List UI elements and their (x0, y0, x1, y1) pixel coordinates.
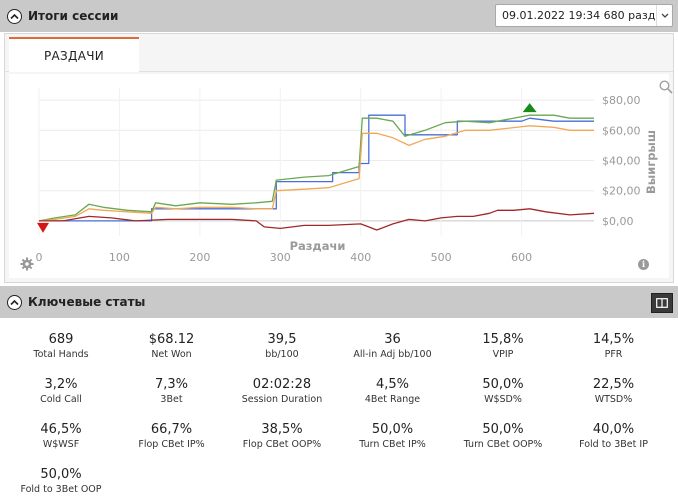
stat-item: 50,0% Turn CBet IP% (337, 421, 449, 451)
stat-item: 3,2% Cold Call (5, 376, 117, 406)
session-select-value: 09.01.2022 19:34 680 раздач) (502, 9, 656, 22)
y-tick-label: $40,00 (602, 154, 641, 167)
tab-hands[interactable]: РАЗДАЧИ (9, 37, 139, 72)
stat-item: 39,5 bb/100 (226, 331, 338, 361)
stat-value: 02:02:28 (252, 377, 312, 392)
stat-value: 38,5% (261, 422, 303, 437)
stat-label: bb/100 (265, 349, 299, 360)
x-tick-label: 500 (431, 251, 452, 264)
stat-label: Turn CBet OOP% (463, 439, 543, 450)
x-tick-label: 300 (270, 251, 291, 264)
stat-value: 22,5% (592, 377, 635, 392)
stat-label: Flop CBet IP% (138, 439, 205, 450)
chevron-down-icon[interactable] (656, 5, 672, 26)
stat-item: 50,0% Turn CBet OOP% (447, 421, 559, 451)
stat-value: 40,0% (592, 422, 635, 437)
x-tick-label: 100 (109, 251, 130, 264)
stats-title: Ключевые статы (28, 295, 146, 309)
stat-label: 4Bet Range (364, 394, 421, 405)
stat-value: 4,5% (375, 377, 410, 392)
stat-label: Cold Call (40, 394, 82, 405)
x-axis-title: Раздачи (290, 239, 346, 253)
info-icon[interactable]: i (638, 259, 649, 270)
y-tick-label: $20,00 (602, 185, 641, 198)
stat-value: 689 (48, 332, 74, 347)
y-tick-label: $0,00 (602, 215, 634, 228)
stat-item: 38,5% Flop CBet OOP% (226, 421, 338, 451)
stat-item: 46,5% W$WSF (5, 421, 117, 451)
stat-label: All-in Adj bb/100 (353, 349, 432, 360)
stat-item: 22,5% WTSD% (558, 376, 670, 406)
stat-value: 66,7% (150, 422, 193, 437)
x-tick-label: 400 (350, 251, 371, 264)
y-tick-label: $60,00 (602, 124, 641, 137)
stat-item: 50,0% W$SD% (447, 376, 559, 406)
stat-item: 14,5% PFR (558, 331, 670, 361)
min-marker (37, 222, 49, 233)
y-tick-label: $80,00 (602, 94, 641, 107)
winnings-chart: $0,00 $20,00 $40,00 $60,00 $80,00 0 100 200 300 4… (36, 88, 658, 264)
stat-item: 50,0% Fold to 3Bet OOP (5, 466, 117, 496)
stat-item: 4,5% 4Bet Range (337, 376, 449, 406)
session-select[interactable]: 09.01.2022 19:34 680 раздач) (495, 4, 673, 27)
x-tick-label: 600 (511, 251, 532, 264)
stat-label: Net Won (151, 349, 192, 360)
stat-label: WTSD% (594, 394, 633, 405)
stats-header: Ключевые статы (0, 286, 678, 318)
stat-item: 7,3% 3Bet (116, 376, 228, 406)
series-line-0 (39, 114, 594, 222)
stat-label: 3Bet (160, 394, 183, 405)
x-tick-label: 200 (189, 251, 210, 264)
stat-value: 50,0% (40, 467, 82, 482)
tab-strip: РАЗДАЧИ (5, 34, 673, 72)
stat-value: 36 (384, 332, 401, 347)
stat-label: Session Duration (241, 394, 323, 405)
stat-item: 36 All-in Adj bb/100 (337, 331, 449, 361)
stat-value: $68.12 (148, 332, 195, 347)
chart-area: $0,00 $20,00 $40,00 $60,00 $80,00 0 100 200 300 4… (9, 74, 673, 278)
stat-value: 50,0% (482, 377, 524, 392)
series-line-2 (38, 125, 594, 222)
stat-label: Fold to 3Bet IP (579, 439, 648, 450)
session-title: Итоги сессии (28, 9, 119, 23)
series-line-1 (38, 114, 594, 222)
stat-item: 40,0% Fold to 3Bet IP (558, 421, 670, 451)
stat-label: VPIP (492, 349, 514, 360)
stat-value: 15,8% (482, 332, 524, 347)
stat-value: 7,3% (154, 377, 189, 392)
stat-label: W$SD% (484, 394, 522, 405)
collapse-up-icon[interactable] (7, 8, 22, 24)
chart-panel: РАЗДАЧИ $0,00 $20,00 $40,00 $60,00 $80,00 0 10… (4, 33, 674, 283)
stat-item: $68.12 Net Won (116, 331, 228, 361)
stat-value: 46,5% (40, 422, 82, 437)
stat-value: 14,5% (592, 332, 635, 347)
stat-value: 3,2% (44, 377, 78, 392)
stat-label: Total Hands (33, 349, 89, 360)
stat-label: Fold to 3Bet OOP (20, 484, 102, 495)
stat-value: 50,0% (482, 422, 524, 437)
collapse-up-icon[interactable] (7, 294, 22, 310)
y-axis-title: Выигрыш (644, 130, 658, 194)
stat-label: W$WSF (42, 439, 80, 450)
series-line-3 (39, 208, 595, 231)
session-header: Итоги сессии 09.01.2022 19:34 680 раздач… (0, 0, 678, 32)
max-marker (522, 103, 537, 113)
stat-label: PFR (604, 349, 623, 360)
stat-value: 39,5 (267, 332, 297, 347)
layout-toggle-icon[interactable] (651, 293, 673, 313)
x-tick-label: 0 (36, 251, 43, 264)
stat-item: 02:02:28 Session Duration (226, 376, 338, 406)
stat-label: Flop CBet OOP% (242, 439, 322, 450)
stat-item: 15,8% VPIP (447, 331, 559, 361)
stat-item: 689 Total Hands (5, 331, 117, 361)
stat-item: 66,7% Flop CBet IP% (116, 421, 228, 451)
stat-value: 50,0% (371, 422, 414, 437)
stat-label: Turn CBet IP% (359, 439, 426, 450)
